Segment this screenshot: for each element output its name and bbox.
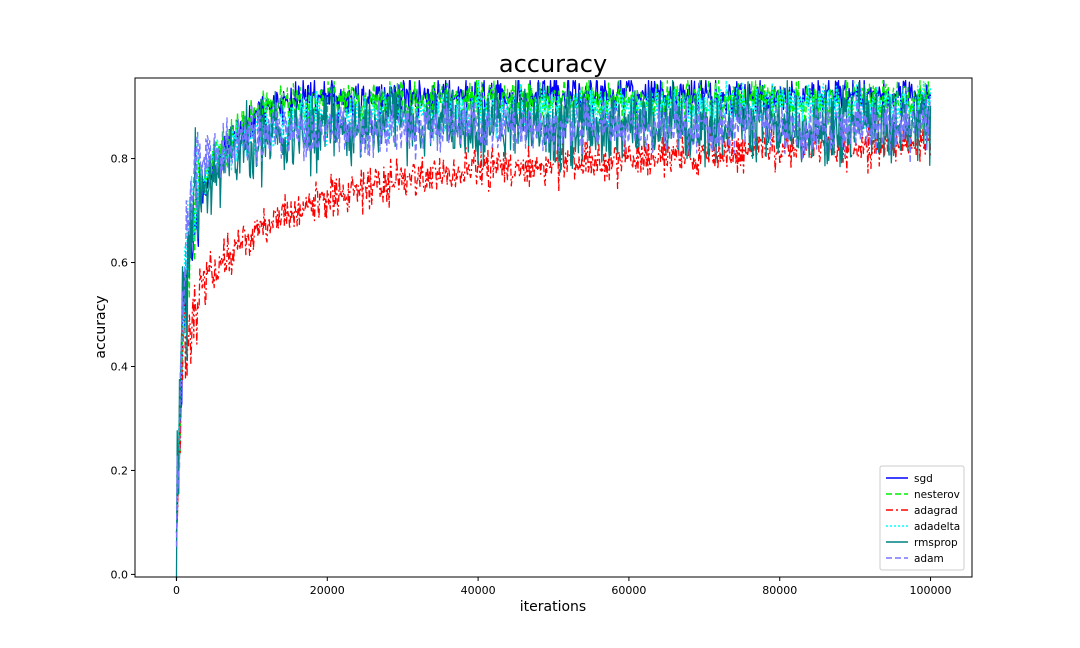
y-tick-label: 0.2: [111, 464, 129, 477]
x-tick-label: 20000: [310, 584, 345, 597]
x-tick-label: 40000: [461, 584, 496, 597]
legend-box: [879, 465, 965, 571]
series-line-adam: [175, 96, 932, 547]
legend-label-rmsprop: rmsprop: [914, 537, 958, 549]
x-axis-label: iterations: [520, 599, 586, 615]
legend: sgd nesterov adagrad adadelta rmsprop adam: [879, 465, 965, 571]
x-tick-label: 100000: [910, 584, 952, 597]
x-tick-label: 80000: [762, 584, 797, 597]
series-line-sgd: [175, 79, 932, 534]
y-axis-ticks: 0.0 0.2 0.4 0.6 0.8: [111, 153, 135, 581]
legend-label-nesterov: nesterov: [914, 489, 960, 501]
y-tick-label: 0.8: [111, 153, 129, 166]
chart-title: accuracy: [499, 50, 607, 78]
legend-label-adagrad: adagrad: [914, 505, 958, 517]
y-axis-label: accuracy: [93, 295, 109, 358]
legend-label-adadelta: adadelta: [914, 521, 960, 533]
legend-label-sgd: sgd: [914, 473, 933, 485]
y-tick-label: 0.0: [111, 568, 129, 581]
series-layer: [175, 79, 932, 581]
legend-label-adam: adam: [914, 553, 944, 565]
y-tick-label: 0.4: [111, 360, 129, 373]
x-tick-label: 0: [173, 584, 180, 597]
x-axis-ticks: 0 20000 40000 60000 80000 100000: [173, 577, 952, 597]
plot-frame: [134, 77, 973, 578]
x-tick-label: 60000: [611, 584, 646, 597]
y-tick-label: 0.6: [111, 257, 129, 270]
series-line-nesterov: [175, 79, 932, 519]
series-line-adadelta: [175, 79, 932, 543]
